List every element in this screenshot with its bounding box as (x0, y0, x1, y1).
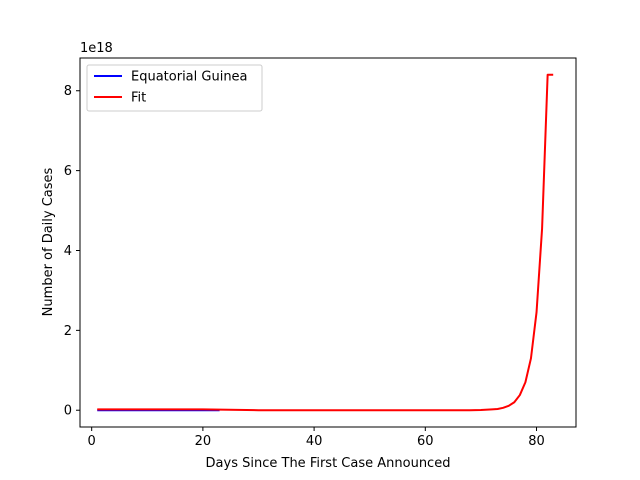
axes: 0 20 40 60 80 0 2 4 6 8 (64, 57, 577, 449)
series-line-1 (97, 73, 554, 412)
plot-area (97, 73, 554, 412)
x-axis-label: Days Since The First Case Announced (206, 456, 451, 471)
y-tick-label: 0 (64, 404, 72, 419)
legend-label-0: Equatorial Guinea (131, 70, 248, 85)
y-tick-label: 4 (64, 244, 72, 259)
x-tick-label: 20 (195, 434, 212, 449)
y-tick-label: 6 (64, 164, 72, 179)
legend-label-1: Fit (131, 91, 146, 106)
y-tick-label: 8 (64, 84, 72, 99)
x-tick-label: 40 (306, 434, 323, 449)
x-tick-label: 0 (88, 434, 96, 449)
x-tick-label: 60 (417, 434, 434, 449)
y-axis-offset-text: 1e18 (80, 41, 113, 56)
y-axis-label: Number of Daily Cases (41, 167, 56, 316)
y-tick-label: 2 (64, 324, 72, 339)
x-tick-label: 80 (528, 434, 545, 449)
axes-frame (79, 57, 577, 428)
legend-box (86, 64, 263, 112)
legend: Equatorial Guinea Fit (86, 64, 263, 112)
